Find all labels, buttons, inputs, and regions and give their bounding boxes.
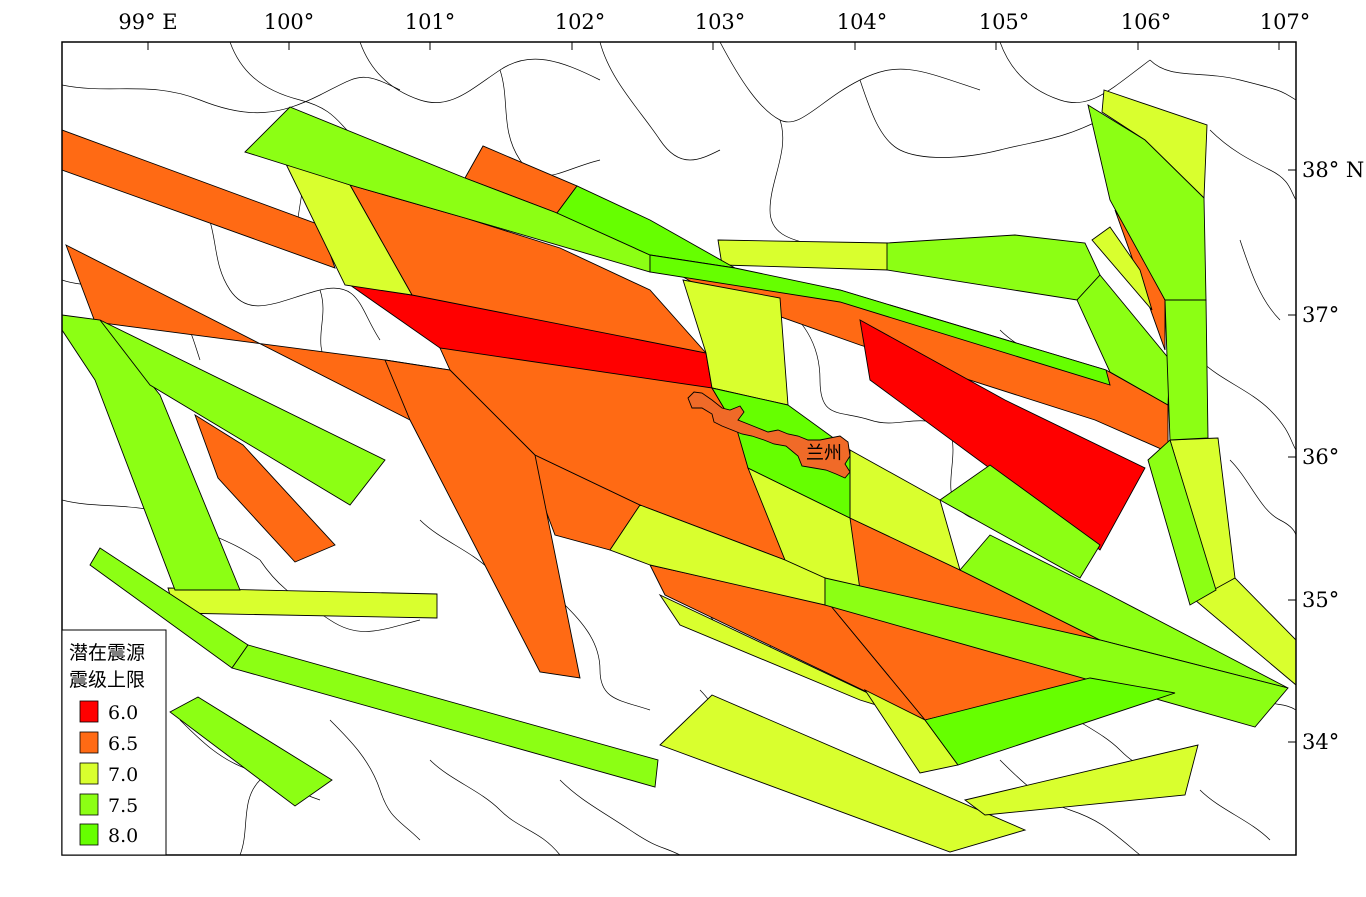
zone-8-0 xyxy=(924,677,1176,766)
lon-label: 106° xyxy=(1121,10,1172,34)
zone-7-0 xyxy=(1194,577,1296,686)
lat-label: 37° xyxy=(1302,303,1339,327)
zone-7-0 xyxy=(658,593,926,721)
source-zones: 兰州 xyxy=(62,89,1296,853)
lon-label: 99° E xyxy=(118,10,177,34)
legend-swatch-7-0 xyxy=(79,762,99,785)
zone-7-5 xyxy=(169,696,333,807)
lat-label: 35° xyxy=(1302,588,1339,612)
lat-ticks xyxy=(1288,169,1296,743)
zone-7-5 xyxy=(824,577,1289,728)
zone-7-5 xyxy=(99,319,386,506)
lat-label: 34° xyxy=(1302,730,1339,754)
lon-label: 105° xyxy=(979,10,1030,34)
legend-title-line1: 潜在震源 xyxy=(69,642,145,664)
legend-title-line2: 震级上限 xyxy=(69,669,145,691)
zone-7-0 xyxy=(963,744,1199,816)
legend-swatch-7-5 xyxy=(79,793,99,816)
zone-6-5 xyxy=(62,129,336,269)
city-label-lanzhou: 兰州 xyxy=(806,443,842,464)
lat-label: 38° N xyxy=(1302,158,1364,182)
zone-6-5 xyxy=(194,413,336,563)
zone-7-0 xyxy=(659,694,1027,853)
lon-label: 101° xyxy=(405,10,456,34)
zone-7-5 xyxy=(1164,299,1209,441)
zone-7-5 xyxy=(231,644,659,788)
zone-7-5 xyxy=(1147,439,1217,606)
lon-label: 103° xyxy=(695,10,746,34)
lat-labels: 38° N 37° 36° 35° 34° xyxy=(1302,158,1364,754)
legend-label-6-5: 6.5 xyxy=(108,733,138,755)
legend-box xyxy=(61,629,167,856)
zone-7-0 xyxy=(1091,226,1153,311)
legend-swatch-6-0 xyxy=(79,700,99,723)
zone-8-0 xyxy=(556,185,736,269)
zone-8-0 xyxy=(649,254,1111,386)
legend: 潜在震源 震级上限 6.0 6.5 7.0 7.5 8.0 xyxy=(61,629,167,856)
lon-labels: 99° E 100° 101° 102° 103° 104° 105° 106°… xyxy=(118,10,1310,34)
zone-7-5 xyxy=(959,534,1289,689)
lon-label: 104° xyxy=(837,10,888,34)
legend-label-7-5: 7.5 xyxy=(108,795,138,817)
map-border xyxy=(61,41,1297,856)
lanzhou-city-area xyxy=(687,391,851,479)
lon-label: 107° xyxy=(1260,10,1311,34)
zone-7-5 xyxy=(939,464,1101,579)
lon-ticks xyxy=(147,42,1280,50)
legend-label-6-0: 6.0 xyxy=(108,702,138,724)
lon-label: 100° xyxy=(264,10,315,34)
lat-label: 36° xyxy=(1302,445,1339,469)
zone-7-0 xyxy=(717,239,889,271)
legend-swatch-6-5 xyxy=(79,731,99,754)
lon-label: 102° xyxy=(555,10,606,34)
legend-label-8-0: 8.0 xyxy=(108,825,138,847)
legend-label-7-0: 7.0 xyxy=(108,764,138,786)
zone-6-0 xyxy=(859,319,1146,551)
legend-swatch-8-0 xyxy=(79,823,99,846)
